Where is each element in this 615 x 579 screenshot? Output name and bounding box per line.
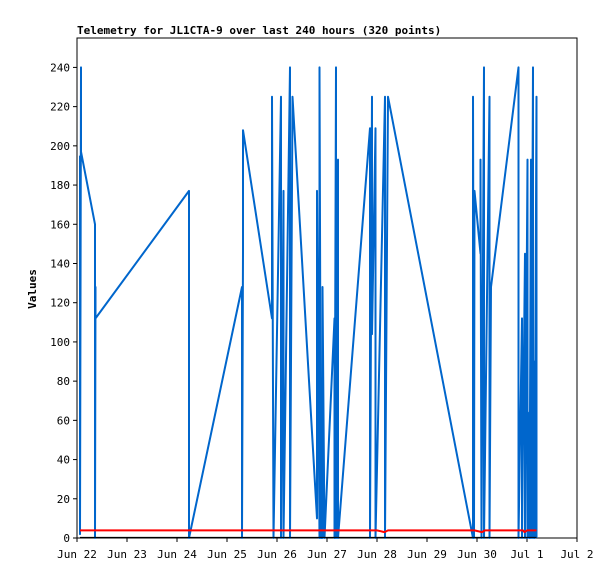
y-tick-label: 240 — [50, 61, 70, 74]
y-tick-label: 180 — [50, 179, 70, 192]
y-tick-label: 140 — [50, 257, 70, 270]
x-tick-label: Jun 28 — [357, 548, 397, 561]
x-tick-label: Jun 22 — [57, 548, 97, 561]
y-tick-label: 120 — [50, 297, 70, 310]
y-tick-label: 20 — [57, 493, 70, 506]
x-tick-label: Jun 25 — [207, 548, 247, 561]
series-line-1 — [79, 66, 538, 539]
y-tick-label: 100 — [50, 336, 70, 349]
series-layer — [79, 66, 538, 539]
x-tick-label: Jun 30 — [457, 548, 497, 561]
x-tick-label: Jun 27 — [307, 548, 347, 561]
y-tick-label: 40 — [57, 454, 70, 467]
y-tick-label: 220 — [50, 101, 70, 114]
chart-title: Telemetry for JL1CTA-9 over last 240 hou… — [77, 24, 441, 37]
y-tick-label: 160 — [50, 218, 70, 231]
x-tick-label: Jun 29 — [407, 548, 447, 561]
x-tick-label: Jun 23 — [107, 548, 147, 561]
y-tick-label: 80 — [57, 375, 70, 388]
x-tick-label: Jun 24 — [157, 548, 197, 561]
x-axis: Jun 22 Jun 23 Jun 24 Jun 25 Jun 26 Jun 27 Jun … — [57, 538, 594, 561]
y-tick-label: 0 — [63, 532, 70, 545]
series-line-2 — [80, 529, 537, 534]
x-tick-label: Jun 26 — [257, 548, 297, 561]
y-axis-title: Values — [26, 269, 39, 309]
y-tick-label: 60 — [57, 414, 70, 427]
x-tick-label: Jul 2 — [560, 548, 593, 561]
x-tick-label: Jul 1 — [510, 548, 543, 561]
y-tick-label: 200 — [50, 140, 70, 153]
y-axis: 0 20 40 60 80 100 120 140 160 180 200 220 240 — [50, 61, 77, 545]
